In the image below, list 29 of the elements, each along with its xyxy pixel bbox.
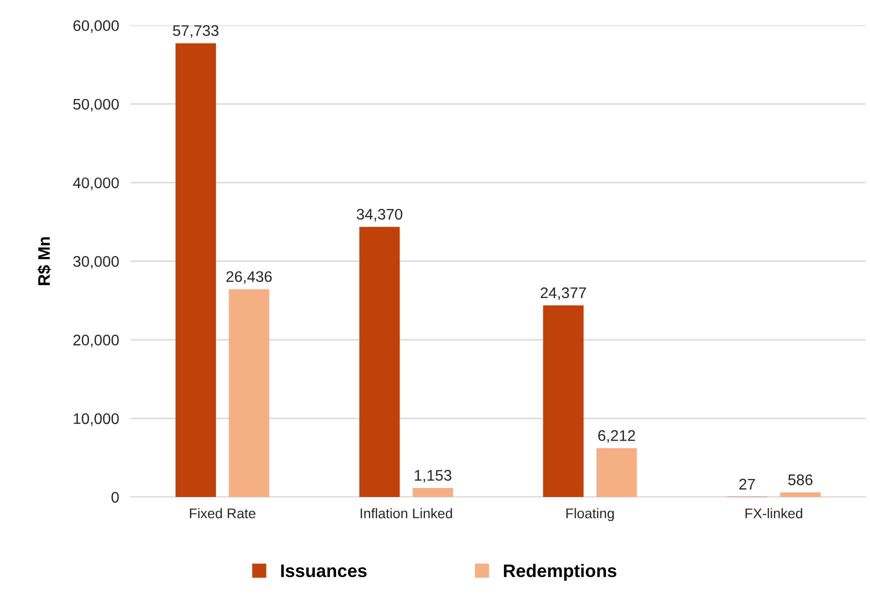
data-label: 24,377 xyxy=(540,287,586,300)
y-tick-label: 50,000 xyxy=(73,98,119,112)
bar xyxy=(543,305,584,497)
y-axis-title: R$ Mn xyxy=(37,237,51,286)
x-tick-label: Inflation Linked xyxy=(360,508,452,518)
data-label: 26,436 xyxy=(226,271,272,284)
y-tick-label: 40,000 xyxy=(73,177,119,190)
bar xyxy=(228,289,270,497)
data-label: 6,212 xyxy=(598,430,635,443)
y-tick-label: 60,000 xyxy=(73,20,119,33)
y-tick-label: 10,000 xyxy=(74,413,119,426)
legend-label: Redemptions xyxy=(504,564,616,581)
bar xyxy=(596,448,637,497)
data-label: 1,153 xyxy=(414,470,452,483)
data-label: 586 xyxy=(788,474,812,486)
bar xyxy=(176,43,216,497)
y-tick-label: 20,000 xyxy=(73,334,119,348)
y-tick-label: 0 xyxy=(111,492,119,503)
x-tick-label: Floating xyxy=(566,508,614,522)
data-label: 27 xyxy=(739,478,755,490)
x-tick-label: FX-linked xyxy=(746,508,802,518)
bar xyxy=(359,226,400,497)
y-tick-label: 30,000 xyxy=(73,256,119,269)
x-tick-label: Fixed Rate xyxy=(190,508,256,518)
data-label: 34,370 xyxy=(356,208,402,222)
legend-label: Issuances xyxy=(281,564,367,578)
bar xyxy=(412,488,454,497)
bar xyxy=(780,492,821,497)
data-label: 57,733 xyxy=(172,25,218,38)
